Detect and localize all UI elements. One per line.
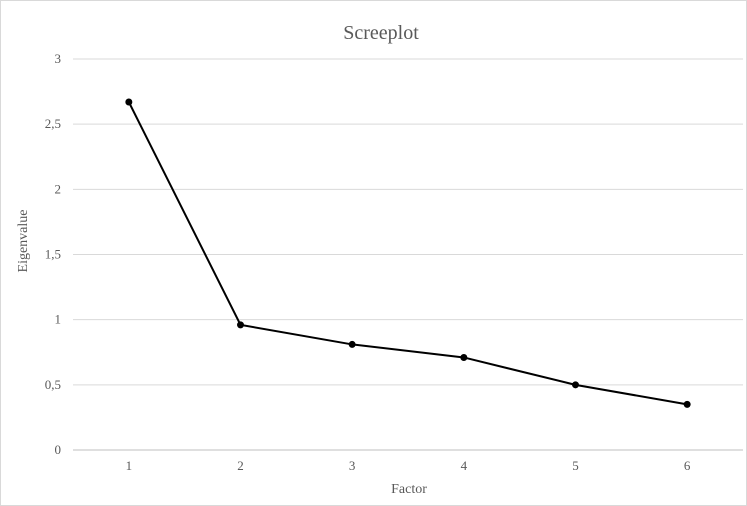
x-tick-label: 4 (461, 458, 468, 473)
chart-title: Screeplot (343, 22, 419, 44)
data-point (237, 321, 244, 329)
y-axis-label: Eigenvalue (16, 210, 31, 273)
data-point (572, 381, 579, 389)
data-point (125, 98, 133, 106)
x-tick-label: 2 (237, 458, 244, 473)
data-point (348, 340, 356, 348)
y-tick-label: 0 (55, 442, 62, 457)
y-tick-label: 2 (55, 181, 62, 196)
x-axis-ticks: 1 2 3 4 5 6 (126, 458, 691, 473)
x-tick-label: 1 (126, 458, 133, 473)
series-line (127, 101, 688, 406)
data-point (683, 400, 691, 408)
data-point (460, 353, 468, 361)
grid-layer (73, 58, 743, 451)
y-tick-label: 1 (55, 312, 62, 327)
y-tick-label: 2,5 (45, 116, 61, 131)
x-axis-label: Factor (391, 482, 427, 497)
y-tick-label: 0,5 (45, 377, 61, 392)
series-layer (125, 98, 691, 408)
y-axis-ticks: 0 0,5 1 1,5 2 2,5 3 (45, 51, 61, 457)
x-tick-label: 5 (572, 458, 579, 473)
y-tick-label: 1,5 (45, 247, 61, 262)
y-tick-label: 3 (55, 51, 62, 66)
x-tick-label: 6 (684, 458, 691, 473)
x-tick-label: 3 (349, 458, 356, 473)
